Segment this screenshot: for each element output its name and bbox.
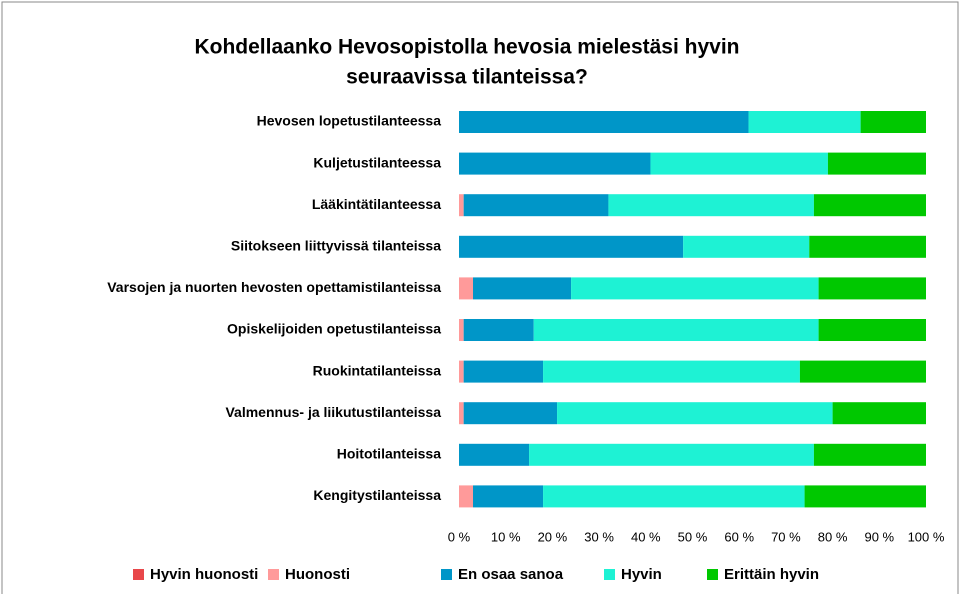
bar-segment — [459, 277, 474, 300]
bar-segment — [459, 443, 530, 466]
bar-segment — [799, 360, 926, 383]
category-label: Ruokintatilanteissa — [313, 362, 442, 378]
legend-label: Hyvin — [621, 566, 662, 583]
category-label: Valmennus- ja liikutustilanteissa — [225, 404, 441, 420]
bar-segment — [650, 152, 828, 175]
bar-segment — [459, 402, 464, 425]
bar-segment — [463, 194, 609, 217]
x-tick-label: 60 % — [724, 529, 754, 544]
category-label: Varsojen ja nuorten hevosten opettamisti… — [107, 279, 441, 295]
bar-segment — [459, 235, 684, 258]
bar-segment — [533, 319, 819, 341]
x-tick-label: 40 % — [631, 529, 661, 544]
bar-segment — [543, 360, 800, 383]
bar-segment — [473, 277, 572, 300]
bar-segment — [557, 402, 833, 425]
bar-segment — [459, 194, 464, 217]
category-label: Siitokseen liittyvissä tilanteissa — [231, 238, 441, 254]
bar-segment — [608, 194, 814, 217]
bar-segment — [813, 194, 926, 217]
bar-segment — [818, 277, 926, 300]
bar-segment — [459, 319, 464, 341]
category-label: Lääkintätilanteessa — [312, 196, 441, 212]
legend-swatch — [441, 569, 452, 580]
x-tick-label: 20 % — [538, 529, 568, 544]
legend-label: Hyvin huonosti — [150, 566, 258, 583]
bar-segment — [748, 111, 861, 133]
category-label: Opiskelijoiden opetustilanteissa — [227, 321, 441, 337]
bar-segment — [809, 235, 926, 258]
x-tick-label: 10 % — [491, 529, 521, 544]
bar-segment — [529, 443, 814, 466]
bar-segment — [571, 277, 819, 300]
bar-segment — [463, 360, 544, 383]
bar-segment — [860, 111, 926, 133]
legend-swatch — [707, 569, 718, 580]
legend-swatch — [133, 569, 144, 580]
bar-segment — [818, 319, 926, 341]
bar-segment — [459, 111, 749, 133]
bar-segment — [813, 443, 926, 466]
x-tick-label: 50 % — [678, 529, 708, 544]
legend-label: Huonosti — [285, 566, 350, 583]
x-tick-label: 30 % — [584, 529, 614, 544]
chart-title: seuraavissa tilanteissa? — [346, 66, 588, 89]
x-tick-label: 80 % — [818, 529, 848, 544]
bar-segment — [473, 485, 544, 508]
x-tick-label: 70 % — [771, 529, 801, 544]
bar-segment — [459, 360, 464, 383]
bar-segment — [543, 485, 805, 508]
category-label: Hevosen lopetustilanteessa — [257, 113, 442, 129]
x-tick-label: 100 % — [908, 529, 945, 544]
legend-swatch — [604, 569, 615, 580]
bar-segment — [459, 485, 474, 508]
bar-segment — [463, 319, 534, 341]
category-label: Hoitotilanteissa — [337, 446, 441, 462]
x-tick-label: 0 % — [448, 529, 471, 544]
legend-label: En osaa sanoa — [458, 566, 564, 583]
bar-segment — [804, 485, 926, 508]
bar-segment — [463, 402, 558, 425]
category-label: Kuljetustilanteessa — [313, 154, 441, 170]
bar-segment — [827, 152, 926, 175]
bar-segment — [832, 402, 926, 425]
legend-label: Erittäin hyvin — [724, 566, 819, 583]
bar-segment — [459, 152, 651, 175]
legend-swatch — [268, 569, 279, 580]
bar-segment — [683, 235, 810, 258]
chart-title: Kohdellaanko Hevosopistolla hevosia miel… — [194, 36, 739, 59]
category-label: Kengitystilanteissa — [313, 487, 441, 503]
x-tick-label: 90 % — [864, 529, 894, 544]
